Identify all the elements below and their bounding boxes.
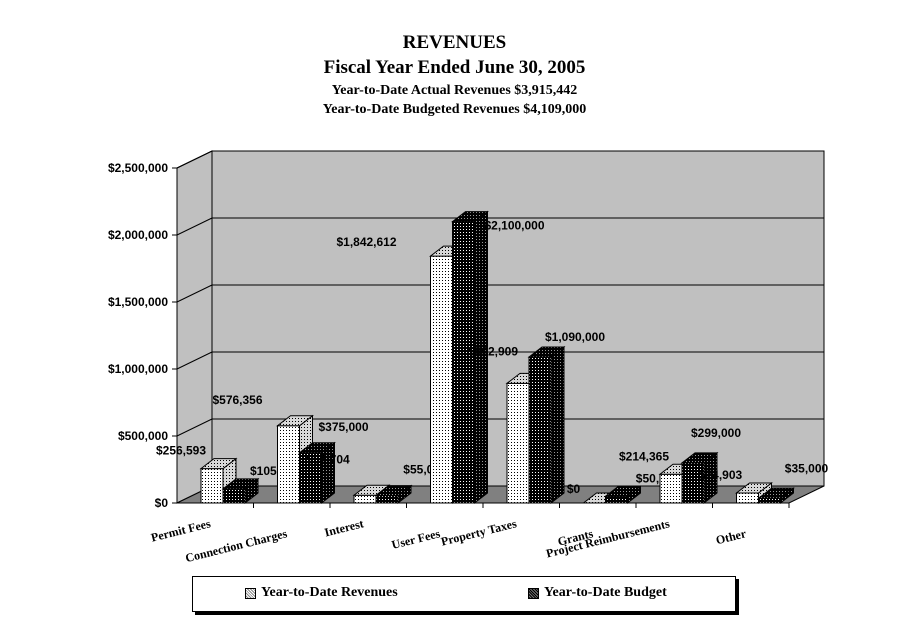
actual-revenues-line: Year-to-Date Actual Revenues $3,915,442: [331, 83, 578, 98]
bar-top-revenues-0: [199, 458, 238, 470]
bar-top-budget-2: [374, 485, 413, 497]
bar-revenues-7: [736, 492, 759, 504]
y-tick-label: $2,500,000: [108, 161, 168, 175]
bar-revenues-2: [353, 494, 377, 504]
data-label-revenues-3: $1,842,612: [336, 235, 396, 249]
chart-subtitle: Fiscal Year Ended June 30, 2005: [323, 57, 586, 78]
bar-top-budget-0: [221, 478, 260, 490]
chart-titles: REVENUES Fiscal Year Ended June 30, 2005…: [0, 30, 909, 119]
category-label-4: Property Taxes: [439, 516, 518, 548]
bar-top-revenues-1: [276, 415, 314, 427]
bar-top-revenues-7: [735, 482, 773, 494]
bar-budget-0: [222, 488, 246, 504]
bar-revenues-6: [659, 473, 683, 504]
data-label-budget-6: $299,000: [691, 426, 741, 440]
bar-top-budget-5: [604, 485, 642, 497]
data-label-budget-3: $2,100,000: [484, 219, 544, 233]
gridline-side: [176, 418, 213, 437]
data-label-budget-7: $35,000: [785, 461, 829, 475]
bar-budget-2: [375, 495, 399, 504]
y-tick-label: $2,000,000: [108, 228, 168, 242]
gridline-side: [176, 351, 213, 370]
data-label-revenues-6: $214,365: [619, 449, 669, 463]
legend-swatch-revenues: [245, 587, 256, 599]
legend-label-budget: Year-to-Date Budget: [544, 585, 667, 600]
bar-revenues-0: [200, 468, 224, 504]
legend-label-revenues: Year-to-Date Revenues: [261, 585, 398, 600]
category-label-2: Interest: [323, 516, 365, 539]
category-label-3: User Fees: [390, 526, 442, 552]
y-tick-label: $0: [155, 496, 169, 510]
data-label-revenues-0: $256,593: [156, 444, 206, 458]
bar-budget-4: [528, 356, 552, 504]
bar-budget-5: [605, 495, 628, 504]
legend-swatch-budget: [528, 587, 539, 599]
data-label-budget-4: $1,090,000: [545, 330, 605, 344]
floor: [176, 485, 825, 504]
bar-revenues-1: [277, 425, 300, 504]
y-tick-label: $500,000: [118, 429, 168, 443]
data-label-revenues-5: $0: [567, 482, 581, 496]
category-label-7: Other: [714, 526, 748, 547]
budgeted-revenues-line: Year-to-Date Budgeted Revenues $4,109,00…: [322, 102, 587, 117]
bar-side-budget-4: [550, 345, 565, 505]
bar-budget-3: [452, 221, 475, 504]
bar-top-budget-7: [757, 487, 795, 499]
legend-item-budget: Year-to-Date Budget: [528, 585, 667, 601]
bar-revenues-3: [430, 255, 453, 504]
bar-top-budget-1: [298, 442, 336, 454]
chart-legend: Year-to-Date Revenues Year-to-Date Budge…: [192, 576, 736, 612]
data-label-revenues-1: $576,356: [212, 393, 262, 407]
bar-top-budget-6: [680, 452, 719, 464]
gridline-side: [176, 150, 213, 169]
data-label-revenues-4: $892,909: [468, 344, 518, 358]
bar-revenues-4: [506, 382, 530, 504]
bar-top-budget-3: [451, 211, 489, 223]
bar-budget-7: [758, 497, 781, 504]
category-label-0: Permit Fees: [149, 516, 212, 544]
y-tick-label: $1,000,000: [108, 362, 168, 376]
data-label-revenues-2: $57,704: [306, 452, 350, 466]
gridline-side: [176, 284, 213, 303]
legend-item-revenues: Year-to-Date Revenues: [245, 585, 398, 601]
gridline-side: [176, 217, 213, 236]
data-label-budget-1: $375,000: [318, 420, 368, 434]
bar-top-budget-4: [527, 346, 566, 358]
data-label-revenues-7: $74,903: [699, 468, 743, 482]
chart-title: REVENUES: [402, 32, 507, 53]
y-tick-label: $1,500,000: [108, 295, 168, 309]
